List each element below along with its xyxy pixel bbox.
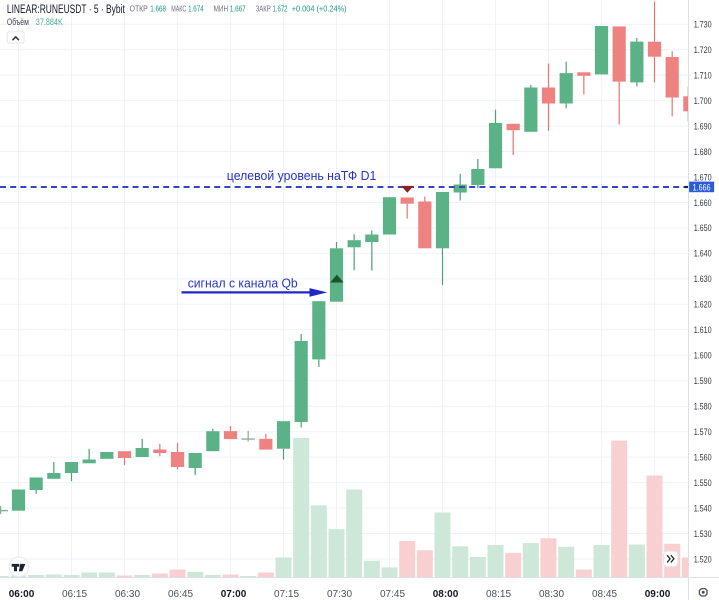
svg-text:06:00: 06:00 [9,589,35,600]
svg-text:1.666: 1.666 [693,182,711,192]
svg-text:1.668: 1.668 [150,4,166,14]
svg-text:37.884K: 37.884K [36,17,63,28]
svg-text:1.560: 1.560 [694,452,712,462]
svg-text:1.580: 1.580 [694,402,712,412]
svg-text:1.730: 1.730 [694,20,712,30]
svg-text:МАКС: МАКС [171,4,186,14]
svg-text:1.590: 1.590 [694,376,712,386]
svg-text:1.630: 1.630 [694,274,712,284]
svg-text:1.640: 1.640 [694,249,712,259]
svg-text:сигнал с канала Qb: сигнал с канала Qb [188,275,298,290]
svg-text:1.674: 1.674 [188,4,204,14]
svg-text:07:00: 07:00 [221,589,247,600]
svg-text:08:00: 08:00 [433,589,459,600]
svg-text:1.530: 1.530 [694,529,712,539]
svg-text:07:15: 07:15 [274,589,299,600]
svg-text:1.600: 1.600 [694,351,712,361]
svg-text:07:30: 07:30 [327,589,352,600]
svg-text:целевой уровень наТФ D1: целевой уровень наТФ D1 [227,168,377,183]
svg-text:МИН: МИН [214,4,229,14]
svg-text:1.710: 1.710 [694,70,712,80]
svg-text:08:30: 08:30 [539,589,564,600]
svg-text:ОТКР: ОТКР [130,4,148,14]
svg-text:1.690: 1.690 [694,121,712,131]
svg-text:06:45: 06:45 [168,589,193,600]
svg-text:06:30: 06:30 [115,589,140,600]
svg-text:LINEAR:RUNEUSDT · 5 · Bybit: LINEAR:RUNEUSDT · 5 · Bybit [7,4,125,16]
svg-text:1.550: 1.550 [694,478,712,488]
svg-text:08:15: 08:15 [486,589,511,600]
svg-text:1.680: 1.680 [694,147,712,157]
svg-text:Объём: Объём [7,17,29,28]
svg-text:1.667: 1.667 [230,4,246,14]
svg-text:1.650: 1.650 [694,223,712,233]
svg-text:1.720: 1.720 [694,45,712,55]
svg-text:1.620: 1.620 [694,300,712,310]
svg-text:1.610: 1.610 [694,325,712,335]
svg-text:09:00: 09:00 [645,589,671,600]
svg-text:06:15: 06:15 [62,589,87,600]
svg-text:1.540: 1.540 [694,503,712,513]
svg-text:1.670: 1.670 [694,172,712,182]
svg-text:1.672: 1.672 [273,4,288,14]
svg-text:+0.004 (+0.24%): +0.004 (+0.24%) [292,4,347,14]
svg-text:1.570: 1.570 [694,427,712,437]
svg-text:1.700: 1.700 [694,96,712,106]
svg-text:1.520: 1.520 [694,554,712,564]
svg-text:1.660: 1.660 [694,198,712,208]
svg-text:07:45: 07:45 [380,589,405,600]
svg-text:08:45: 08:45 [592,589,617,600]
svg-text:ЗАКР: ЗАКР [256,4,271,14]
